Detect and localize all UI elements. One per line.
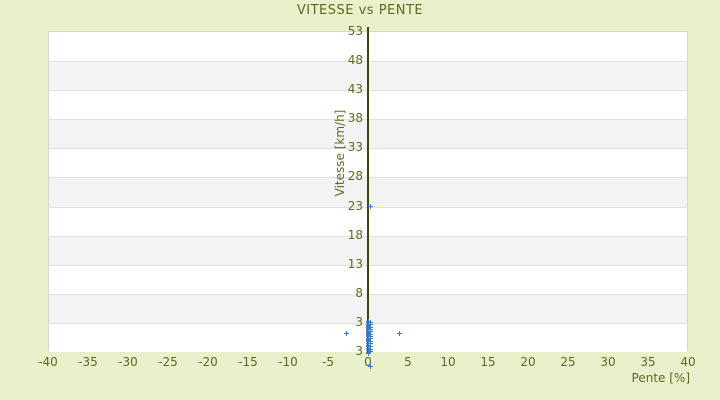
y-tick-label: 3 — [355, 314, 363, 329]
x-tick-label: -5 — [322, 355, 334, 369]
x-tick-label: -30 — [118, 355, 138, 369]
y-tick-label: 23 — [347, 198, 363, 213]
x-tick-label: 20 — [520, 355, 536, 369]
y-tick-label: 8 — [355, 285, 363, 300]
x-tick-label: 35 — [640, 355, 656, 369]
y-tick-label: 13 — [347, 256, 363, 271]
y-tick-label: 43 — [347, 82, 363, 97]
x-tick-label: -20 — [198, 355, 218, 369]
x-tick-label: -10 — [278, 355, 298, 369]
y-tick-label: 18 — [347, 227, 363, 242]
x-tick-label: -15 — [238, 355, 258, 369]
y-axis-title: Vitesse [km/h] — [333, 109, 347, 197]
y-tick-label: 28 — [347, 169, 363, 184]
y-tick-label: 38 — [347, 111, 363, 126]
x-tick-label: 10 — [440, 355, 456, 369]
x-tick-label: -25 — [158, 355, 178, 369]
y-tick-label: 53 — [347, 24, 363, 38]
x-tick-label: 30 — [600, 355, 616, 369]
x-axis-title: Pente [%] — [631, 371, 690, 385]
y-tick-label: 33 — [347, 140, 363, 155]
y-axis-line — [367, 27, 369, 352]
y-tick-label: 48 — [347, 53, 363, 68]
x-tick-label: -40 — [38, 355, 58, 369]
x-tick-label: 5 — [404, 355, 412, 369]
x-tick-label: 25 — [560, 355, 576, 369]
x-tick-label: 0 — [364, 355, 372, 369]
x-tick-label: 15 — [480, 355, 496, 369]
y-tick-label: 3 — [355, 344, 363, 358]
chart-title: VITESSE vs PENTE — [296, 3, 424, 18]
x-tick-label: -35 — [78, 355, 98, 369]
x-tick-label: 40 — [680, 355, 696, 369]
